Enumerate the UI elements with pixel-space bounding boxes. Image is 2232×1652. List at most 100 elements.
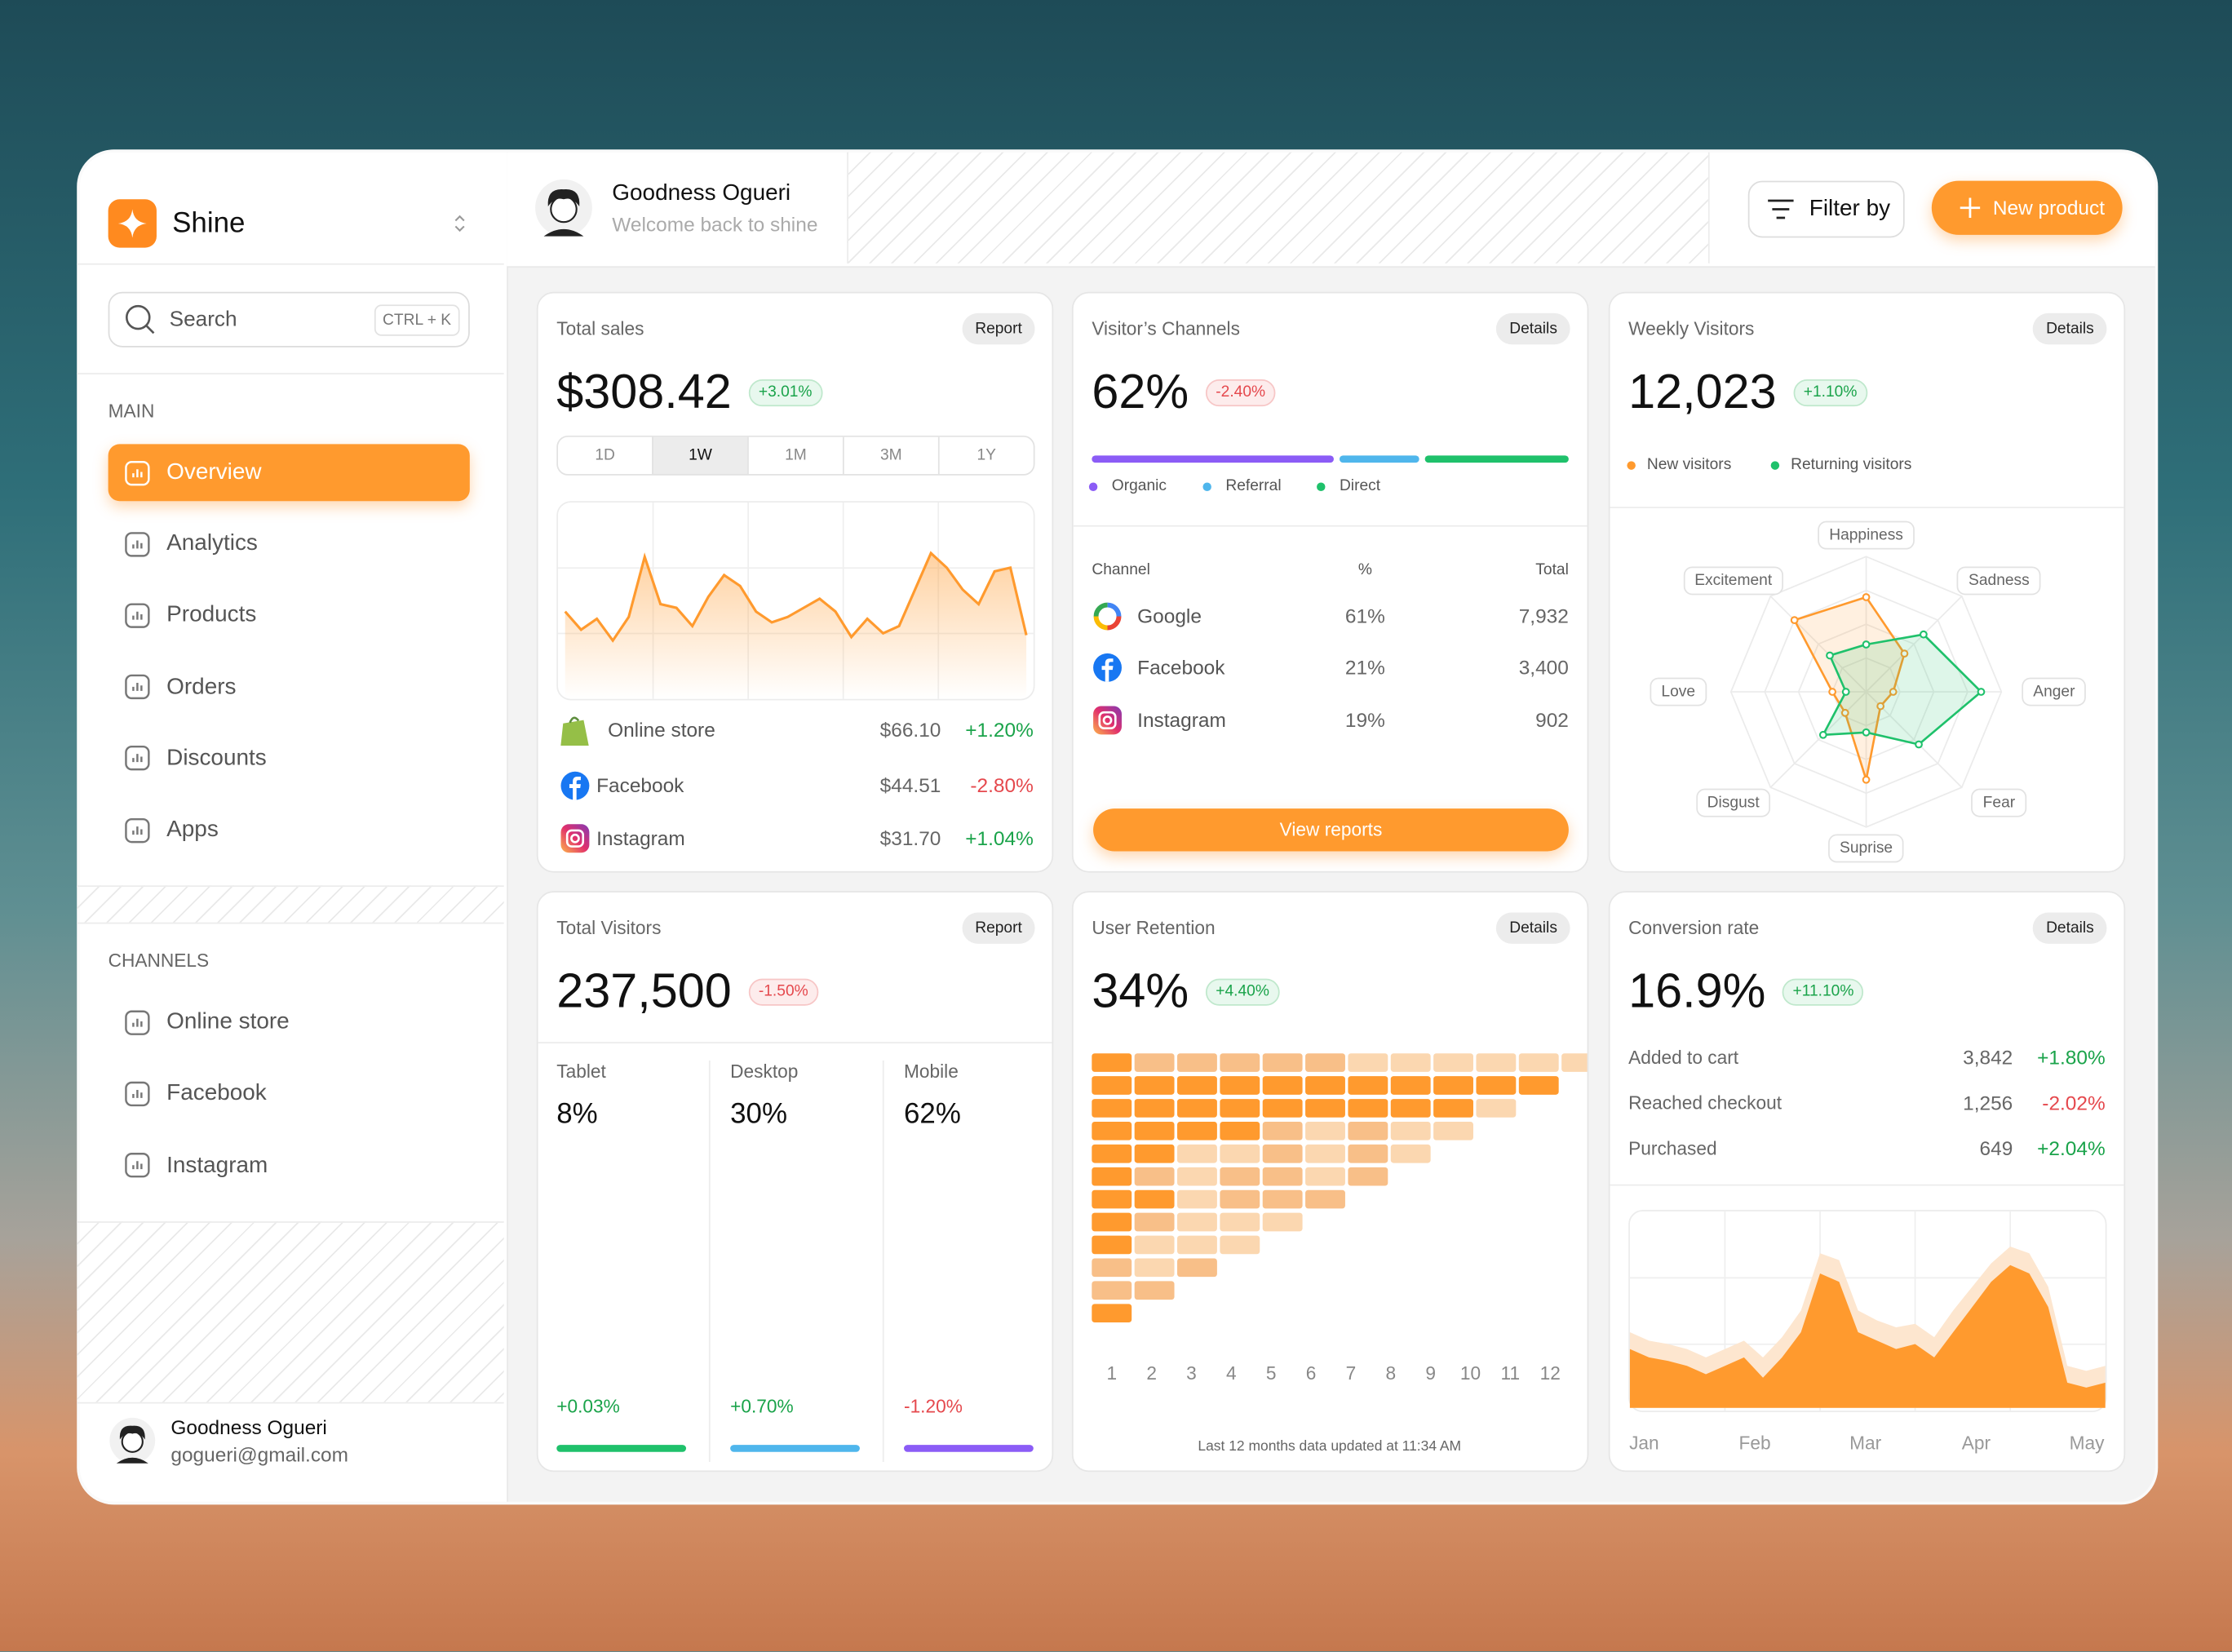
- change-badge: +3.01%: [748, 379, 822, 407]
- channel-name: Instagram: [1137, 708, 1226, 732]
- card-button[interactable]: Report: [962, 312, 1035, 345]
- retention-cell: [1134, 1099, 1175, 1118]
- icon: [560, 824, 590, 853]
- nav-item[interactable]: Discounts: [166, 746, 267, 771]
- nav-item[interactable]: Orders: [166, 675, 237, 699]
- source-name: Online store: [608, 718, 715, 742]
- card-button[interactable]: Details: [1496, 312, 1570, 345]
- range-tabs: 1D 1W 1M 3M 1Y: [556, 435, 1035, 476]
- radar-spoke: [1769, 691, 1867, 788]
- retention-cell: [1390, 1144, 1431, 1163]
- channel-segment: [1340, 455, 1419, 463]
- radar-axis-label: Disgust: [1695, 788, 1771, 817]
- icon: [124, 817, 149, 843]
- retention-cell: [1092, 1304, 1132, 1323]
- range-tab[interactable]: 1Y: [937, 436, 1034, 475]
- icon-part: [131, 1161, 142, 1170]
- device-change: -1.20%: [904, 1395, 963, 1417]
- nav-item[interactable]: Apps: [166, 817, 219, 842]
- icon: [124, 1081, 149, 1106]
- channel-total: 902: [1535, 708, 1569, 732]
- icon: [124, 674, 149, 700]
- nav-active[interactable]: [108, 444, 470, 502]
- radar-point: [1828, 688, 1837, 696]
- legend-label: Direct: [1339, 477, 1381, 495]
- retention-cell: [1518, 1053, 1559, 1072]
- divider: [1707, 152, 1710, 264]
- channel-name: Facebook: [1137, 655, 1225, 679]
- retention-cell: [1134, 1212, 1175, 1232]
- range-tab[interactable]: 3M: [842, 436, 938, 475]
- retention-cell: [1262, 1076, 1303, 1095]
- nav-item[interactable]: Products: [166, 603, 257, 628]
- retention-cell: [1476, 1076, 1517, 1095]
- avatar-hair: [547, 188, 580, 207]
- radar-point: [1790, 616, 1799, 624]
- retention-cell: [1177, 1167, 1217, 1186]
- retention-cell: [1305, 1053, 1345, 1072]
- avatar-hair: [119, 1425, 145, 1440]
- radar-axis-label: Anger: [2022, 677, 2087, 706]
- nav-item[interactable]: Online store: [166, 1009, 290, 1034]
- card-button[interactable]: Details: [2033, 912, 2107, 944]
- retention-cell: [1177, 1076, 1217, 1095]
- hatch: [77, 1221, 504, 1402]
- icon-part: [124, 1009, 149, 1035]
- retention-cell: [1134, 1235, 1175, 1255]
- icon-part: [124, 460, 149, 485]
- icon-part: [1093, 602, 1122, 631]
- divider: [77, 1221, 504, 1223]
- retention-cell: [1220, 1144, 1260, 1163]
- divider: [77, 373, 504, 374]
- retention-cell: [1220, 1121, 1260, 1140]
- icon-part: [124, 1081, 149, 1106]
- search-box[interactable]: Search CTRL + K: [108, 291, 470, 348]
- icon-part: [1093, 602, 1122, 631]
- retention-cell: [1177, 1053, 1217, 1072]
- icon-part: [124, 1153, 149, 1178]
- radar-axis-label: Sadness: [1957, 566, 2041, 596]
- radar-point: [1889, 688, 1898, 696]
- value-row: 12,023 +1.10%: [1628, 365, 1867, 421]
- retention-cell: [1390, 1121, 1431, 1140]
- new-product-button[interactable]: New product: [1931, 180, 2123, 235]
- nav-item[interactable]: Instagram: [166, 1153, 268, 1178]
- table-header: %: [1357, 561, 1372, 579]
- range-tab[interactable]: 1D: [595, 446, 615, 464]
- avatar-body: [543, 228, 584, 237]
- nav-item[interactable]: Facebook: [166, 1081, 267, 1106]
- retention-cell: [1092, 1189, 1132, 1209]
- card-button[interactable]: Details: [1496, 912, 1570, 944]
- footnote: Last 12 months data updated at 11:34 AM: [1198, 1439, 1462, 1455]
- channel-total: 7,932: [1518, 604, 1569, 627]
- card-button[interactable]: Report: [962, 912, 1035, 944]
- radar-point: [1920, 630, 1928, 639]
- button-label: View reports: [1279, 818, 1383, 840]
- retention-cell: [1177, 1144, 1217, 1163]
- radar-axis-label: Excitement: [1683, 566, 1784, 596]
- radar-point: [1876, 702, 1885, 711]
- column-label: 2: [1146, 1362, 1157, 1384]
- icon-part: [565, 829, 585, 848]
- icon: [560, 771, 590, 800]
- channel-name: Google: [1137, 604, 1202, 627]
- device-share: 8%: [556, 1099, 598, 1131]
- icon-part: [1093, 602, 1122, 631]
- icon-part: [131, 1089, 142, 1098]
- divider: [77, 263, 504, 265]
- step-name: Purchased: [1628, 1137, 1717, 1159]
- filter-button[interactable]: Filter by: [1747, 180, 1905, 238]
- radar-spoke: [1769, 596, 1867, 693]
- card: Total sales Report $308.42 +3.01% 1D 1W 1M 3M 1Y…: [536, 291, 1054, 873]
- range-tab[interactable]: 1W: [652, 436, 748, 475]
- card-button[interactable]: Details: [2033, 312, 2107, 345]
- view-reports-button[interactable]: View reports: [1093, 808, 1569, 852]
- nav-item[interactable]: Overview: [166, 460, 262, 485]
- retention-cell: [1262, 1121, 1303, 1140]
- radar-point: [1862, 728, 1871, 737]
- value-row: 237,500 -1.50%: [556, 964, 818, 1020]
- range-tab[interactable]: 1M: [747, 436, 843, 475]
- icon-part: [131, 611, 142, 620]
- nav-item[interactable]: Analytics: [166, 531, 258, 556]
- retention-cell: [1476, 1099, 1517, 1118]
